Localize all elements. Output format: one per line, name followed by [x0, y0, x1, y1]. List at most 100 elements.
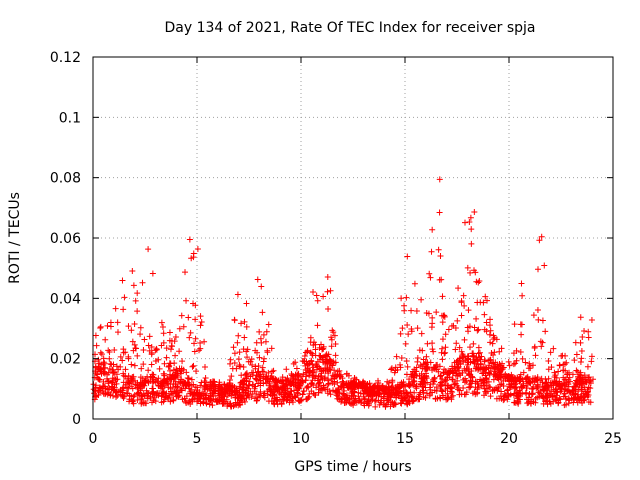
data-point — [457, 360, 464, 367]
data-point — [366, 400, 373, 407]
data-point — [446, 369, 453, 376]
data-point — [556, 395, 563, 402]
data-point — [471, 267, 478, 274]
data-point — [348, 400, 355, 407]
data-point — [130, 282, 137, 289]
data-point — [129, 268, 136, 275]
data-point — [413, 307, 420, 314]
data-point — [93, 342, 100, 349]
data-point — [517, 349, 524, 356]
data-point — [401, 307, 408, 314]
data-point — [211, 388, 218, 395]
data-point — [523, 385, 530, 392]
data-point — [121, 294, 128, 301]
data-point — [558, 352, 565, 359]
data-point — [566, 378, 573, 385]
data-point — [123, 389, 130, 396]
y-tick-labels: 0 0.02 0.04 0.06 0.08 0.1 0.12 — [50, 50, 81, 428]
data-point — [134, 290, 141, 297]
data-point — [129, 338, 136, 345]
data-point — [478, 382, 485, 389]
data-points — [90, 176, 597, 410]
y-tick-label: 0.12 — [50, 50, 81, 66]
data-point — [581, 393, 588, 400]
data-point — [398, 395, 405, 402]
data-point — [460, 353, 467, 360]
data-point — [487, 393, 494, 400]
data-point — [439, 336, 446, 343]
data-point — [437, 253, 444, 260]
data-point — [251, 385, 258, 392]
data-point — [451, 381, 458, 388]
data-point — [555, 368, 562, 375]
data-point — [496, 348, 503, 355]
data-point — [97, 349, 104, 356]
data-point — [534, 374, 541, 381]
data-point — [461, 353, 468, 360]
data-point — [517, 389, 524, 396]
data-point — [389, 383, 396, 390]
data-point — [107, 360, 114, 367]
data-point — [491, 334, 498, 341]
data-point — [304, 383, 311, 390]
data-point — [120, 379, 127, 386]
data-point — [346, 399, 353, 406]
data-point — [113, 389, 120, 396]
data-point — [374, 383, 381, 390]
data-point — [304, 347, 311, 354]
data-point — [149, 374, 156, 381]
data-point — [296, 384, 303, 391]
data-point — [188, 376, 195, 383]
data-point — [268, 345, 275, 352]
data-point — [453, 358, 460, 365]
data-point — [164, 375, 171, 382]
data-point — [166, 392, 173, 399]
data-point — [115, 366, 122, 373]
data-point — [134, 308, 141, 315]
data-point — [564, 371, 571, 378]
data-point — [306, 393, 313, 400]
data-point — [297, 397, 304, 404]
data-point — [475, 344, 482, 351]
data-point — [439, 356, 446, 363]
data-point — [449, 376, 456, 383]
data-point — [397, 330, 404, 337]
data-point — [310, 289, 317, 296]
data-point — [465, 307, 472, 314]
data-point — [505, 358, 512, 365]
data-point — [162, 394, 169, 401]
data-point — [551, 393, 558, 400]
data-point — [387, 403, 394, 410]
data-point — [442, 349, 449, 356]
data-point — [416, 347, 423, 354]
data-point — [122, 349, 129, 356]
data-point — [377, 399, 384, 406]
data-point — [570, 399, 577, 406]
data-point — [289, 380, 296, 387]
data-point — [485, 378, 492, 385]
y-tick-label: 0.1 — [59, 110, 81, 126]
data-point — [498, 388, 505, 395]
data-point — [429, 314, 436, 321]
data-point — [317, 365, 324, 372]
data-point — [474, 327, 481, 334]
data-point — [542, 328, 549, 335]
data-point — [431, 366, 438, 373]
data-point — [284, 385, 291, 392]
data-point — [166, 337, 173, 344]
data-point — [128, 361, 135, 368]
data-point — [400, 390, 407, 397]
data-point — [246, 378, 253, 385]
data-point — [532, 352, 539, 359]
data-point — [104, 386, 111, 393]
data-point — [238, 372, 245, 379]
data-point — [579, 333, 586, 340]
data-point — [482, 364, 489, 371]
data-point — [255, 363, 262, 370]
data-point — [406, 376, 413, 383]
data-point — [314, 322, 321, 329]
data-point — [414, 358, 421, 365]
data-point — [240, 384, 247, 391]
data-point — [327, 391, 334, 398]
data-point — [172, 369, 179, 376]
